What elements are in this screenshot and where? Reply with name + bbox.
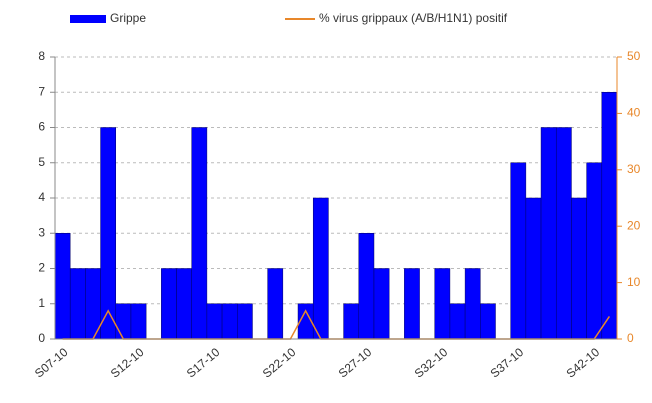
x-tick-label: S42-10 xyxy=(564,345,603,381)
y2-tick-label: 40 xyxy=(627,106,641,120)
bar xyxy=(191,127,208,340)
bar xyxy=(161,268,177,340)
y-tick-label: 4 xyxy=(38,190,45,204)
bar xyxy=(54,233,71,340)
bar xyxy=(555,127,572,340)
y2-tick-label: 0 xyxy=(627,331,634,345)
y-tick-label: 8 xyxy=(38,49,45,63)
x-tick-label: S07-10 xyxy=(32,345,71,381)
y-tick-label: 3 xyxy=(38,225,45,239)
bar xyxy=(312,197,329,340)
y-tick-label: 5 xyxy=(38,155,45,169)
x-tick-label: S32-10 xyxy=(412,345,451,381)
bar xyxy=(343,303,360,340)
y-tick-label: 1 xyxy=(38,296,45,310)
y2-tick-label: 30 xyxy=(627,162,641,176)
bar xyxy=(480,303,496,340)
bar xyxy=(601,92,618,340)
bar xyxy=(540,127,557,340)
y2-tick-label: 20 xyxy=(627,218,641,232)
bar xyxy=(586,162,603,340)
bar xyxy=(176,268,192,340)
bar xyxy=(237,303,253,340)
y-tick-label: 2 xyxy=(38,261,45,275)
y-tick-label: 0 xyxy=(38,331,45,345)
y2-tick-label: 50 xyxy=(627,49,641,63)
bar xyxy=(115,303,132,340)
y2-tick-label: 10 xyxy=(627,275,641,289)
x-tick-label: S22-10 xyxy=(260,345,299,381)
bar xyxy=(221,303,238,340)
legend-swatch xyxy=(70,15,106,23)
bar xyxy=(525,197,542,340)
bar xyxy=(100,127,117,340)
bar xyxy=(434,268,451,340)
bar xyxy=(571,197,587,340)
bar xyxy=(206,303,223,340)
bar xyxy=(449,303,466,340)
bar xyxy=(130,303,147,340)
x-tick-label: S27-10 xyxy=(336,345,375,381)
y-tick-label: 6 xyxy=(38,120,45,134)
legend-label: % virus grippaux (A/B/H1N1) positif xyxy=(319,11,508,25)
bar xyxy=(404,268,420,340)
legend-label: Grippe xyxy=(110,11,146,25)
y-tick-label: 7 xyxy=(38,84,45,98)
bar xyxy=(358,233,375,340)
x-tick-label: S17-10 xyxy=(184,345,223,381)
x-tick-label: S12-10 xyxy=(108,345,147,381)
bar xyxy=(69,268,86,340)
x-tick-label: S37-10 xyxy=(488,345,527,381)
bar xyxy=(373,268,390,340)
bar xyxy=(510,162,527,340)
bar xyxy=(267,268,284,340)
bar xyxy=(464,268,481,340)
